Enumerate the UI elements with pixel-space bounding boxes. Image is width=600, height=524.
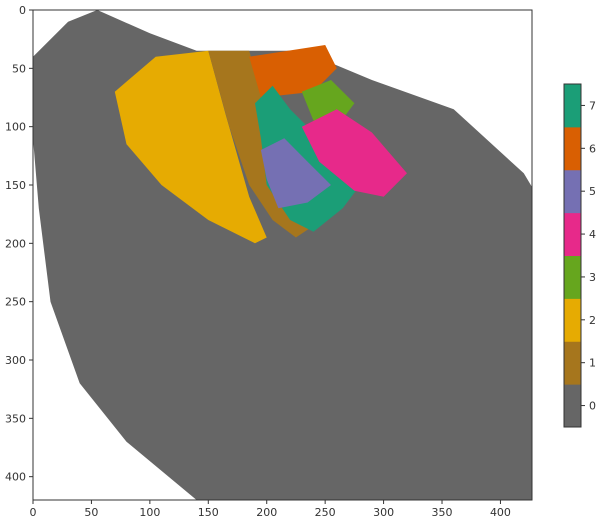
plot-frame: [32, 9, 533, 501]
colorbar-tick-label: 0: [589, 400, 596, 413]
x-tick-label: 50: [84, 506, 98, 519]
colorbar-segment-6: [564, 126, 581, 171]
colorbar-tick-label: 6: [589, 142, 596, 155]
y-tick-label: 50: [12, 62, 26, 75]
region-label-5: [260, 138, 331, 209]
x-tick-label: 200: [256, 506, 277, 519]
y-tick-label: 150: [5, 179, 26, 192]
colorbar-tick-label: 1: [589, 357, 596, 370]
region-label-4: [301, 109, 407, 197]
region-label-6: [249, 45, 337, 98]
colorbar-tick-label: 2: [589, 314, 596, 327]
y-tick-label: 0: [19, 4, 26, 17]
x-tick-label: 100: [139, 506, 160, 519]
colorbar-segment-0: [564, 384, 581, 428]
colorbar-tick-label: 3: [589, 271, 596, 284]
colorbar-segment-1: [564, 341, 581, 385]
y-axis: 0 50 100 150 200 250 300 350 400: [5, 4, 33, 484]
x-tick-label: 400: [490, 506, 511, 519]
x-tick-label: 150: [198, 506, 219, 519]
y-tick-label: 400: [5, 471, 26, 484]
y-tick-label: 100: [5, 121, 26, 134]
colorbar: 0 1 2 3 4 5 6 7: [563, 83, 596, 428]
colorbar-segment-3: [564, 255, 581, 299]
colorbar-segment-4: [564, 212, 581, 256]
colorbar-frame: [563, 83, 582, 428]
x-tick-label: 250: [315, 506, 336, 519]
colorbar-segment-7: [564, 84, 581, 128]
colorbar-tick-label: 7: [589, 99, 596, 112]
colorbar-segment-2: [564, 298, 581, 342]
colorbar-tick-label: 4: [589, 228, 596, 241]
colorbar-segment-5: [564, 169, 581, 214]
heatmap-regions: [33, 10, 532, 500]
x-axis: 0 50 100 150 200 250 300 350 400: [30, 500, 511, 519]
y-tick-label: 300: [5, 354, 26, 367]
y-tick-label: 250: [5, 296, 26, 309]
region-label-2: [114, 50, 267, 244]
x-tick-label: 300: [373, 506, 394, 519]
x-tick-label: 0: [30, 506, 37, 519]
y-tick-label: 350: [5, 412, 26, 425]
y-tick-label: 200: [5, 237, 26, 250]
colorbar-tick-label: 5: [589, 185, 596, 198]
x-tick-label: 350: [432, 506, 453, 519]
